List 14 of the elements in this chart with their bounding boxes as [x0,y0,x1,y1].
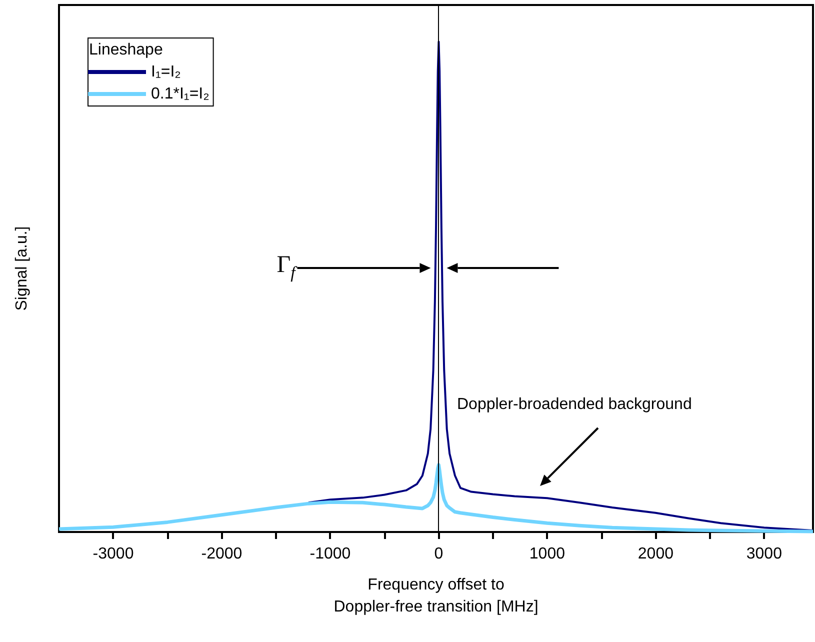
x-axis-title: Frequency offset to Doppler-free transition [MHz] [334,576,538,616]
annotation: Doppler-broadended background [457,396,692,414]
x-tick-label: 2000 [638,546,674,562]
annotation: Γ$_{f}$ [276,252,296,283]
legend-label: 0.1*I₁=I₂ [151,86,210,102]
x-tick-label: -3000 [92,546,134,562]
x-tick-label: 0 [434,546,444,562]
x-tick-label: -1000 [310,546,351,562]
x-tick-label: 1000 [529,546,566,562]
y-axis-title: Signal [a.u.] [14,226,30,311]
legend-title: Lineshape [89,42,163,58]
x-tick-label: 3000 [746,546,782,562]
legend-label: I₁=I₂ [151,64,181,80]
x-tick-label: -2000 [201,546,242,562]
